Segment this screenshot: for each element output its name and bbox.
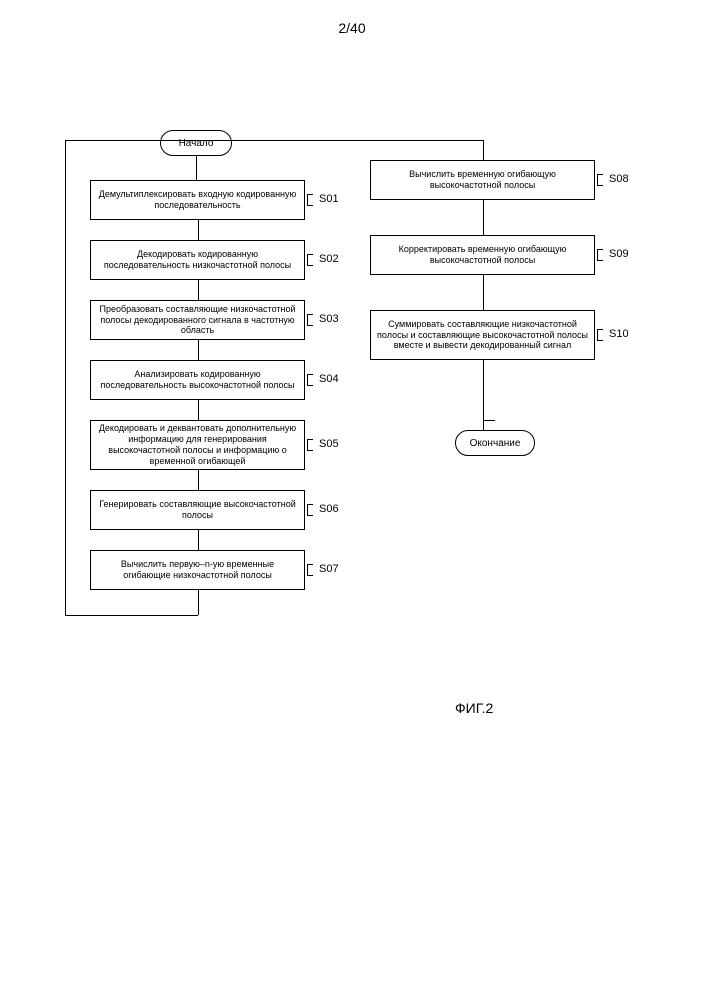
step-s09: Корректировать временную огибающую высок…	[370, 235, 595, 275]
page-header: 2/40	[0, 20, 704, 36]
step-s03: Преобразовать составляющие низкочастотно…	[90, 300, 305, 340]
terminal-end-label: Окончание	[470, 438, 521, 449]
bracket-s02	[307, 254, 313, 266]
label-s09: S09	[609, 248, 629, 260]
bracket-s03	[307, 314, 313, 326]
step-s02-text: Декодировать кодированную последовательн…	[97, 249, 298, 271]
label-s01: S01	[319, 193, 339, 205]
step-s05-text: Декодировать и деквантовать дополнительн…	[97, 423, 298, 466]
label-s10: S10	[609, 328, 629, 340]
diagram-canvas: 2/40 Начало Демультиплексировать входную…	[0, 0, 704, 999]
terminal-start: Начало	[160, 130, 232, 156]
step-s06: Генерировать составляющие высокочастотно…	[90, 490, 305, 530]
bracket-s06	[307, 504, 313, 516]
label-s06: S06	[319, 503, 339, 515]
step-s07-text: Вычислить первую–n-ую временные огибающи…	[97, 559, 298, 581]
label-s05: S05	[319, 438, 339, 450]
step-s09-text: Корректировать временную огибающую высок…	[377, 244, 588, 266]
label-s08: S08	[609, 173, 629, 185]
step-s08-text: Вычислить временную огибающую высокочаст…	[377, 169, 588, 191]
step-s06-text: Генерировать составляющие высокочастотно…	[97, 499, 298, 521]
bracket-s09	[597, 249, 603, 261]
step-s03-text: Преобразовать составляющие низкочастотно…	[97, 304, 298, 336]
step-s10: Суммировать составляющие низкочастотной …	[370, 310, 595, 360]
step-s02: Декодировать кодированную последовательн…	[90, 240, 305, 280]
bracket-s01	[307, 194, 313, 206]
terminal-end: Окончание	[455, 430, 535, 456]
step-s10-text: Суммировать составляющие низкочастотной …	[377, 319, 588, 351]
step-s05: Декодировать и деквантовать дополнительн…	[90, 420, 305, 470]
step-s01: Демультиплексировать входную кодированну…	[90, 180, 305, 220]
figure-label: ФИГ.2	[455, 700, 493, 716]
step-s04-text: Анализировать кодированную последователь…	[97, 369, 298, 391]
label-s07: S07	[319, 563, 339, 575]
step-s04: Анализировать кодированную последователь…	[90, 360, 305, 400]
step-s08: Вычислить временную огибающую высокочаст…	[370, 160, 595, 200]
label-s02: S02	[319, 253, 339, 265]
step-s01-text: Демультиплексировать входную кодированну…	[97, 189, 298, 211]
bracket-s07	[307, 564, 313, 576]
bracket-s04	[307, 374, 313, 386]
bracket-s05	[307, 439, 313, 451]
label-s03: S03	[319, 313, 339, 325]
bracket-s08	[597, 174, 603, 186]
step-s07: Вычислить первую–n-ую временные огибающи…	[90, 550, 305, 590]
bracket-s10	[597, 329, 603, 341]
label-s04: S04	[319, 373, 339, 385]
